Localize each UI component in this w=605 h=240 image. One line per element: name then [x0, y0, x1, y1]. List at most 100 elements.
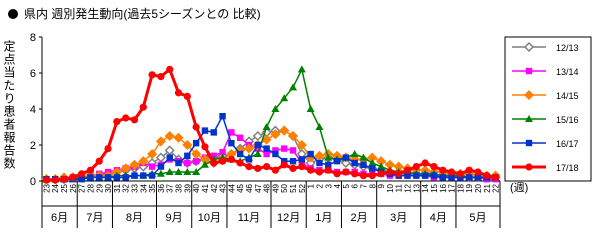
- x-tick-label: 10: [386, 183, 395, 192]
- marker: [483, 172, 491, 180]
- marker: [147, 148, 158, 160]
- y-tick-label: 4: [30, 104, 36, 116]
- marker: [289, 147, 297, 154]
- marker: [236, 150, 244, 158]
- marker: [386, 168, 394, 176]
- marker: [228, 129, 235, 136]
- marker: [129, 159, 140, 170]
- marker: [456, 170, 464, 178]
- x-tick-label: 42: [210, 183, 219, 192]
- marker: [210, 159, 218, 167]
- x-tick-label: 22: [492, 183, 501, 192]
- marker: [324, 166, 332, 174]
- x-tick-label: 52: [298, 183, 307, 192]
- month-label: 6月: [51, 212, 68, 224]
- marker: [262, 163, 271, 171]
- marker: [236, 159, 244, 167]
- marker: [164, 130, 175, 142]
- x-tick-label: 45: [236, 183, 245, 192]
- x-tick-label: 31: [113, 183, 122, 192]
- marker: [413, 172, 420, 179]
- marker: [192, 158, 200, 165]
- month-label: 4月: [430, 212, 447, 224]
- marker: [183, 92, 191, 100]
- marker: [465, 166, 473, 174]
- x-tick-label: 13: [412, 183, 421, 192]
- marker: [130, 116, 139, 124]
- marker: [359, 172, 368, 180]
- x-tick-label: 32: [122, 183, 131, 192]
- marker: [236, 134, 244, 141]
- x-tick-label: 30: [104, 183, 113, 192]
- legend-marker: [525, 139, 533, 147]
- x-tick-label: 33: [130, 183, 139, 192]
- marker: [298, 163, 306, 171]
- marker: [173, 132, 184, 143]
- marker: [174, 89, 183, 97]
- marker: [174, 168, 183, 175]
- month-label: 11月: [238, 212, 260, 224]
- legend-label: 13/14: [556, 67, 579, 77]
- marker: [280, 161, 288, 169]
- x-tick-label: 51: [289, 183, 298, 192]
- marker: [333, 170, 341, 178]
- marker: [403, 166, 412, 174]
- y-axis-label: 定点当たり患者報告数: [2, 40, 16, 170]
- marker: [474, 174, 482, 181]
- marker: [104, 145, 112, 153]
- marker: [156, 169, 165, 177]
- marker: [253, 150, 262, 157]
- marker: [96, 174, 103, 181]
- x-tick-label: 6: [351, 183, 360, 188]
- x-tick-label: 39: [183, 183, 192, 192]
- marker: [316, 159, 323, 167]
- marker: [342, 154, 350, 161]
- marker: [448, 174, 455, 181]
- legend-label: 17/18: [556, 163, 579, 173]
- legend-marker: [525, 163, 533, 171]
- marker: [289, 83, 298, 91]
- x-tick-label: 1: [307, 183, 316, 188]
- x-tick-label: 43: [219, 183, 228, 192]
- marker: [296, 139, 307, 151]
- legend-label: 16/17: [556, 139, 579, 149]
- x-tick-label: 28: [86, 183, 95, 192]
- y-tick-label: 2: [30, 140, 36, 152]
- marker: [184, 152, 191, 159]
- x-tick-label: 41: [201, 183, 210, 192]
- marker: [447, 168, 456, 176]
- month-label: 12月: [277, 212, 300, 224]
- x-tick-label: 3: [324, 183, 333, 188]
- marker: [175, 159, 182, 167]
- marker: [122, 114, 130, 122]
- x-tick-label: 19: [465, 183, 474, 192]
- marker: [219, 113, 226, 120]
- marker: [430, 163, 438, 171]
- marker: [280, 94, 289, 102]
- x-tick-label: 4: [333, 183, 342, 188]
- marker: [404, 172, 411, 179]
- x-tick-label: 25: [60, 183, 69, 192]
- marker: [243, 143, 255, 154]
- marker: [368, 172, 376, 180]
- x-tick-label: 14: [421, 183, 430, 192]
- marker: [191, 148, 202, 160]
- marker: [166, 154, 173, 161]
- marker: [263, 145, 270, 152]
- marker: [155, 136, 166, 147]
- x-tick-label: 47: [254, 183, 263, 192]
- y-tick-label: 8: [30, 32, 36, 44]
- marker: [368, 159, 377, 166]
- legend-marker: [523, 41, 535, 53]
- legend-box: [504, 36, 592, 182]
- marker: [360, 161, 367, 168]
- marker: [218, 157, 227, 165]
- marker: [350, 150, 359, 157]
- marker: [439, 166, 447, 174]
- marker: [272, 150, 279, 158]
- marker: [69, 173, 77, 181]
- x-tick-label: 7: [359, 183, 368, 188]
- marker: [271, 166, 280, 174]
- marker: [182, 139, 193, 151]
